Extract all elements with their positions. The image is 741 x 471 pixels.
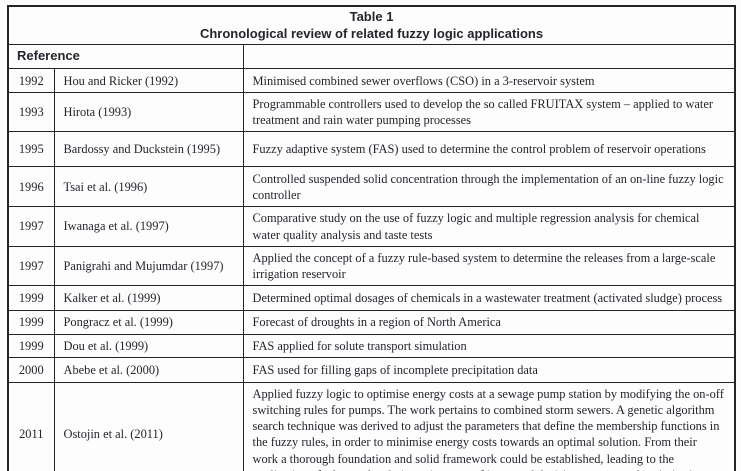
column-header-description-empty	[242, 44, 736, 70]
reference-cell: Pongracz et al. (1999)	[53, 309, 244, 335]
description-cell: Minimised combined sewer overflows (CSO)…	[242, 68, 736, 94]
fuzzy-logic-review-table: Table 1 Chronological review of related …	[7, 5, 737, 471]
year-cell: 1996	[7, 166, 55, 208]
reference-cell: Dou et al. (1999)	[53, 333, 244, 359]
description-cell: Determined optimal dosages of chemicals …	[242, 284, 736, 311]
year-cell: 1993	[7, 92, 55, 133]
table-title: Table 1 Chronological review of related …	[7, 5, 736, 46]
table-row: 1999 Dou et al. (1999) FAS applied for s…	[7, 333, 736, 359]
table-title-line1: Table 1	[349, 9, 394, 24]
year-cell: 1999	[7, 284, 55, 311]
description-cell: Programmable controllers used to develop…	[242, 92, 736, 133]
reference-cell: Panigrahi and Mujumdar (1997)	[53, 245, 244, 286]
table-row: 1997 Iwanaga et al. (1997) Comparative s…	[7, 206, 736, 247]
reference-cell: Iwanaga et al. (1997)	[53, 206, 244, 247]
table-row: 2011 Ostojin et al. (2011) Applied fuzzy…	[7, 382, 736, 471]
description-cell: Applied fuzzy logic to optimise energy c…	[242, 382, 736, 471]
description-cell: Fuzzy adaptive system (FAS) used to dete…	[242, 131, 736, 168]
reference-cell: Kalker et al. (1999)	[53, 284, 244, 311]
table-row: 1999 Pongracz et al. (1999) Forecast of …	[7, 309, 736, 335]
year-cell: 2000	[7, 357, 55, 384]
description-cell: Controlled suspended solid concentration…	[242, 166, 736, 208]
description-cell: Comparative study on the use of fuzzy lo…	[242, 206, 736, 247]
table-row: 1995 Bardossy and Duckstein (1995) Fuzzy…	[7, 131, 736, 168]
year-cell: 2011	[7, 382, 55, 471]
table-title-line2: Chronological review of related fuzzy lo…	[199, 25, 544, 41]
table-row: 1992 Hou and Ricker (1992) Minimised com…	[7, 68, 736, 94]
description-cell: Forecast of droughts in a region of Nort…	[242, 309, 736, 335]
table-row: 1999 Kalker et al. (1999) Determined opt…	[7, 284, 736, 311]
table-row: 2000 Abebe et al. (2000) FAS used for fi…	[7, 357, 736, 384]
reference-cell: Abebe et al. (2000)	[53, 357, 244, 384]
description-cell: FAS applied for solute transport simulat…	[242, 333, 736, 359]
year-cell: 1992	[7, 68, 55, 94]
table-row: 1996 Tsai et al. (1996) Controlled suspe…	[7, 166, 736, 208]
table-header-row: Reference	[7, 44, 736, 70]
year-cell: 1995	[7, 131, 55, 168]
reference-cell: Ostojin et al. (2011)	[53, 382, 244, 471]
year-cell: 1997	[7, 245, 55, 286]
year-cell: 1997	[7, 206, 55, 247]
column-header-reference: Reference	[7, 44, 244, 70]
table-title-row: Table 1 Chronological review of related …	[7, 5, 736, 46]
year-cell: 1999	[7, 309, 55, 335]
description-cell: Applied the concept of a fuzzy rule-base…	[242, 245, 736, 286]
reference-cell: Hou and Ricker (1992)	[53, 68, 244, 94]
reference-cell: Tsai et al. (1996)	[53, 166, 244, 208]
year-cell: 1999	[7, 333, 55, 359]
table-row: 1997 Panigrahi and Mujumdar (1997) Appli…	[7, 245, 736, 286]
description-cell: FAS used for filling gaps of incomplete …	[242, 357, 736, 384]
table-row: 1993 Hirota (1993) Programmable controll…	[7, 92, 736, 133]
reference-cell: Hirota (1993)	[53, 92, 244, 133]
reference-cell: Bardossy and Duckstein (1995)	[53, 131, 244, 168]
